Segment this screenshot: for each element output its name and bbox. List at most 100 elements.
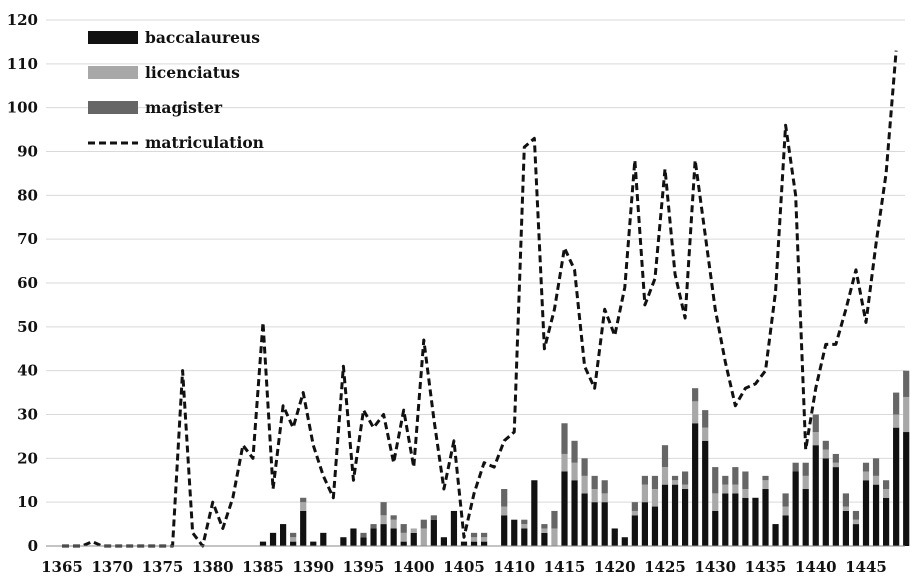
legend-swatch-baccalaureus: [88, 31, 138, 44]
bar-baccalaureus-1444: [852, 524, 860, 546]
bar-licenciatus-1427: [682, 484, 689, 490]
x-tick-label: 1405: [443, 558, 485, 576]
bar-licenciatus-1439: [802, 475, 809, 490]
bar-baccalaureus-1448: [893, 427, 900, 546]
bar-baccalaureus-1438: [792, 471, 799, 546]
bar-magister-1395: [360, 532, 367, 538]
bar-magister-1396: [370, 524, 377, 529]
bar-magister-1440: [812, 414, 819, 433]
bar-magister-1419: [601, 480, 608, 494]
bar-magister-1446: [872, 458, 880, 476]
bar-licenciatus-1400: [410, 528, 417, 533]
bar-baccalaureus-1435: [762, 489, 769, 546]
bar-magister-1398: [390, 515, 397, 520]
bar-baccalaureus-1386: [269, 532, 277, 546]
bar-magister-1411: [521, 519, 528, 525]
bar-magister-1443: [842, 493, 849, 507]
bar-licenciatus-1437: [782, 506, 789, 516]
bar-magister-1407: [481, 532, 488, 538]
bar-magister-1389: [300, 497, 307, 503]
bar-baccalaureus-1389: [300, 510, 307, 546]
y-tick-label: 90: [17, 143, 38, 161]
bar-licenciatus-1423: [641, 484, 648, 503]
bar-licenciatus-1419: [601, 493, 608, 503]
bar-magister-1435: [762, 475, 769, 481]
bar-baccalaureus-1418: [591, 502, 598, 546]
bar-magister-1430: [712, 467, 719, 494]
bar-baccalaureus-1439: [802, 489, 809, 546]
bar-baccalaureus-1388: [290, 541, 297, 546]
bar-licenciatus-1426: [671, 480, 679, 485]
bar-licenciatus-1397: [380, 515, 387, 525]
bar-baccalaureus-1409: [501, 515, 508, 546]
bar-baccalaureus-1443: [842, 510, 849, 546]
bar-baccalaureus-1404: [450, 510, 458, 546]
bar-baccalaureus-1398: [390, 528, 397, 546]
bar-magister-1433: [742, 471, 749, 490]
bar-magister-1417: [581, 458, 588, 476]
legend-label-magister: magister: [145, 98, 223, 117]
y-tick-label: 30: [17, 406, 38, 424]
bar-baccalaureus-1440: [812, 445, 819, 546]
gridlines: [46, 19, 905, 503]
bar-magister-1431: [722, 475, 729, 485]
bar-baccalaureus-1446: [872, 484, 880, 546]
bar-licenciatus-1406: [470, 537, 478, 542]
bar-licenciatus-1417: [581, 475, 588, 494]
matriculation-line: [62, 50, 898, 548]
matriculation-line-group: [62, 50, 898, 548]
x-tick-label: 1380: [192, 558, 234, 576]
y-tick-label: 50: [17, 318, 38, 336]
bar-licenciatus-1401: [420, 528, 427, 546]
bar-baccalaureus-1428: [692, 423, 699, 546]
bar-magister-1423: [641, 475, 648, 485]
bar-baccalaureus-1415: [561, 471, 568, 546]
x-tick-label: 1390: [292, 558, 334, 576]
bar-baccalaureus-1433: [742, 497, 749, 546]
bar-licenciatus-1428: [692, 401, 699, 424]
x-tick-label: 1420: [594, 558, 636, 576]
bar-baccalaureus-1395: [360, 537, 367, 546]
y-tick-label: 100: [7, 99, 38, 117]
bar-licenciatus-1409: [501, 506, 508, 516]
bar-magister-1401: [420, 519, 427, 529]
bar-licenciatus-1388: [290, 537, 297, 542]
bar-magister-1409: [501, 489, 508, 507]
bar-licenciatus-1399: [400, 532, 407, 542]
bar-baccalaureus-1390: [310, 541, 317, 546]
bar-baccalaureus-1421: [621, 537, 628, 546]
legend-swatch-magister: [88, 101, 138, 114]
bar-licenciatus-1407: [481, 537, 488, 542]
bar-licenciatus-1415: [561, 453, 568, 472]
bar-baccalaureus-1423: [641, 502, 648, 546]
bar-magister-1416: [571, 440, 578, 463]
x-tick-label: 1445: [845, 558, 887, 576]
bar-magister-1441: [822, 440, 829, 450]
bar-baccalaureus-1400: [410, 532, 417, 546]
bar-baccalaureus-1406: [470, 541, 478, 546]
bar-licenciatus-1447: [883, 489, 890, 498]
bar-licenciatus-1432: [732, 484, 739, 494]
bar-magister-1447: [883, 480, 890, 490]
bar-magister-1414: [551, 510, 558, 529]
bar-licenciatus-1448: [893, 414, 900, 428]
bar-magister-1424: [651, 475, 659, 490]
bar-magister-1413: [541, 524, 548, 529]
bar-licenciatus-1418: [591, 489, 598, 503]
bar-magister-1418: [591, 475, 598, 490]
bar-baccalaureus-1393: [340, 537, 347, 546]
bar-baccalaureus-1430: [712, 510, 719, 546]
y-tick-label: 60: [17, 274, 38, 292]
bar-magister-1449: [903, 370, 910, 397]
bar-magister-1388: [290, 532, 297, 538]
y-tick-label: 80: [17, 186, 38, 204]
bar-magister-1432: [732, 467, 739, 485]
bar-baccalaureus-1402: [430, 519, 437, 546]
bar-licenciatus-1424: [651, 489, 659, 507]
y-tick-label: 120: [7, 11, 38, 29]
bar-baccalaureus-1419: [601, 502, 608, 546]
legend: baccalaureus licenciatus magister matric…: [88, 28, 264, 152]
bar-baccalaureus-1399: [400, 541, 407, 546]
